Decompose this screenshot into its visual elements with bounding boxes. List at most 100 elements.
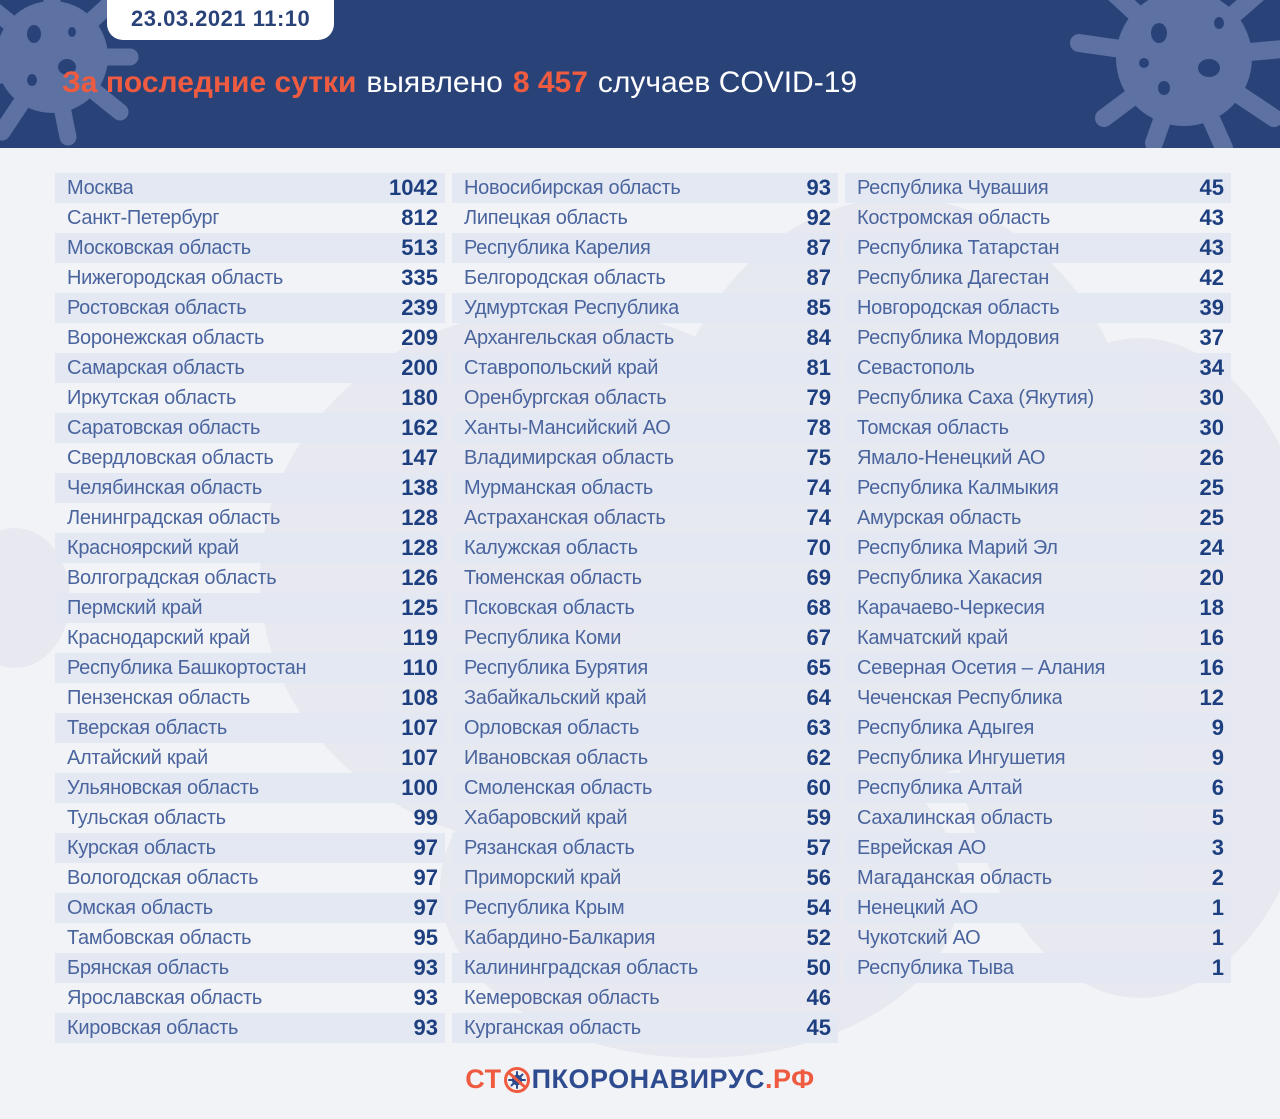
table-row: Тверская область 107 xyxy=(55,713,445,743)
table-row: Новосибирская область 93 xyxy=(452,173,838,203)
region-value: 93 xyxy=(806,175,831,200)
region-value: 119 xyxy=(402,625,439,650)
region-name: Белгородская область xyxy=(464,266,666,289)
title-middle: выявлено xyxy=(366,66,503,99)
region-name: Саратовская область xyxy=(67,416,261,439)
region-name: Республика Ингушетия xyxy=(857,746,1066,769)
region-name: Карачаево-Черкесия xyxy=(857,596,1045,619)
region-value: 87 xyxy=(806,235,831,260)
table-row: Чукотский АО 1 xyxy=(845,923,1231,953)
table-row: Кировская область 93 xyxy=(55,1013,445,1043)
table-row: Республика Дагестан 42 xyxy=(845,263,1231,293)
region-name: Кировская область xyxy=(67,1016,239,1039)
table-row: Краснодарский край 119 xyxy=(55,623,445,653)
table-row: Сахалинская область 5 xyxy=(845,803,1231,833)
region-value: 513 xyxy=(401,235,438,260)
table-row: Республика Саха (Якутия) 30 xyxy=(845,383,1231,413)
region-name: Архангельская область xyxy=(464,326,675,349)
region-name: Республика Хакасия xyxy=(857,566,1043,589)
table-row: Ямало-Ненецкий АО 26 xyxy=(845,443,1231,473)
region-name: Тюменская область xyxy=(464,566,642,589)
table-row: Удмуртская Республика 85 xyxy=(452,293,838,323)
table-row: Алтайский край 107 xyxy=(55,743,445,773)
table-row: Владимирская область 75 xyxy=(452,443,838,473)
table-row: Кабардино-Балкария 52 xyxy=(452,923,838,953)
region-table: Москва 1042 Санкт-Петербург 812 Московская о… xyxy=(55,173,1231,1043)
region-value: 62 xyxy=(806,745,831,770)
table-row: Самарская область 200 xyxy=(55,353,445,383)
region-name: Челябинская область xyxy=(67,476,263,499)
region-name: Самарская область xyxy=(67,356,245,379)
header: 23.03.2021 11:10 За последние сутки выявл… xyxy=(0,0,1280,148)
region-name: Вологодская область xyxy=(67,866,259,889)
region-name: Пермский край xyxy=(67,596,203,619)
region-value: 92 xyxy=(806,205,831,230)
table-row: Калужская область 70 xyxy=(452,533,838,563)
region-name: Мурманская область xyxy=(464,476,654,499)
region-value: 84 xyxy=(806,325,831,350)
region-name: Магаданская область xyxy=(857,866,1052,889)
region-name: Республика Марий Эл xyxy=(857,536,1058,559)
table-row: Калининградская область 50 xyxy=(452,953,838,983)
region-name: Еврейская АО xyxy=(857,836,986,859)
table-row: Архангельская область 84 xyxy=(452,323,838,353)
table-row: Томская область 30 xyxy=(845,413,1231,443)
table-row: Санкт-Петербург 812 xyxy=(55,203,445,233)
region-name: Костромская область xyxy=(857,206,1050,229)
region-value: 34 xyxy=(1199,355,1224,380)
table-row: Саратовская область 162 xyxy=(55,413,445,443)
table-row: Республика Мордовия 37 xyxy=(845,323,1231,353)
table-row: Рязанская область 57 xyxy=(452,833,838,863)
region-name: Свердловская область xyxy=(67,446,274,469)
region-value: 138 xyxy=(401,475,438,500)
table-row: Республика Чувашия 45 xyxy=(845,173,1231,203)
region-name: Республика Саха (Якутия) xyxy=(857,386,1094,409)
table-row: Республика Ингушетия 9 xyxy=(845,743,1231,773)
table-row: Смоленская область 60 xyxy=(452,773,838,803)
region-name: Ленинградская область xyxy=(67,506,281,529)
timestamp-badge: 23.03.2021 11:10 xyxy=(107,0,335,40)
region-value: 52 xyxy=(806,925,831,950)
region-name: Республика Алтай xyxy=(857,776,1023,799)
table-row: Воронежская область 209 xyxy=(55,323,445,353)
table-row: Астраханская область 74 xyxy=(452,503,838,533)
region-name: Чеченская Республика xyxy=(857,686,1063,709)
region-value: 147 xyxy=(401,445,438,470)
table-row: Мурманская область 74 xyxy=(452,473,838,503)
region-value: 64 xyxy=(806,685,831,710)
table-row: Омская область 97 xyxy=(55,893,445,923)
table-row: Северная Осетия – Алания 16 xyxy=(845,653,1231,683)
table-row: Республика Марий Эл 24 xyxy=(845,533,1231,563)
region-value: 57 xyxy=(806,835,831,860)
region-value: 25 xyxy=(1199,505,1224,530)
region-value: 74 xyxy=(806,475,831,500)
table-row: Забайкальский край 64 xyxy=(452,683,838,713)
table-row: Амурская область 25 xyxy=(845,503,1231,533)
region-value: 42 xyxy=(1199,265,1224,290)
table-row: Курская область 97 xyxy=(55,833,445,863)
region-value: 126 xyxy=(401,565,438,590)
region-value: 107 xyxy=(401,745,438,770)
region-value: 75 xyxy=(806,445,831,470)
table-row: Липецкая область 92 xyxy=(452,203,838,233)
table-row: Оренбургская область 79 xyxy=(452,383,838,413)
table-column-1: Москва 1042 Санкт-Петербург 812 Московская о… xyxy=(55,173,445,1043)
region-value: 97 xyxy=(413,865,438,890)
region-name: Севастополь xyxy=(857,356,975,379)
table-row: Свердловская область 147 xyxy=(55,443,445,473)
region-value: 162 xyxy=(401,415,438,440)
region-value: 81 xyxy=(806,355,831,380)
region-value: 100 xyxy=(401,775,438,800)
region-value: 1 xyxy=(1211,925,1224,950)
region-value: 59 xyxy=(806,805,831,830)
region-name: Красноярский край xyxy=(67,536,239,559)
region-value: 209 xyxy=(401,325,438,350)
table-row: Ростовская область 239 xyxy=(55,293,445,323)
region-name: Республика Башкортостан xyxy=(67,656,307,679)
region-value: 812 xyxy=(401,205,438,230)
region-value: 68 xyxy=(806,595,831,620)
region-name: Чукотский АО xyxy=(857,926,981,949)
region-value: 24 xyxy=(1199,535,1224,560)
region-name: Ульяновская область xyxy=(67,776,259,799)
